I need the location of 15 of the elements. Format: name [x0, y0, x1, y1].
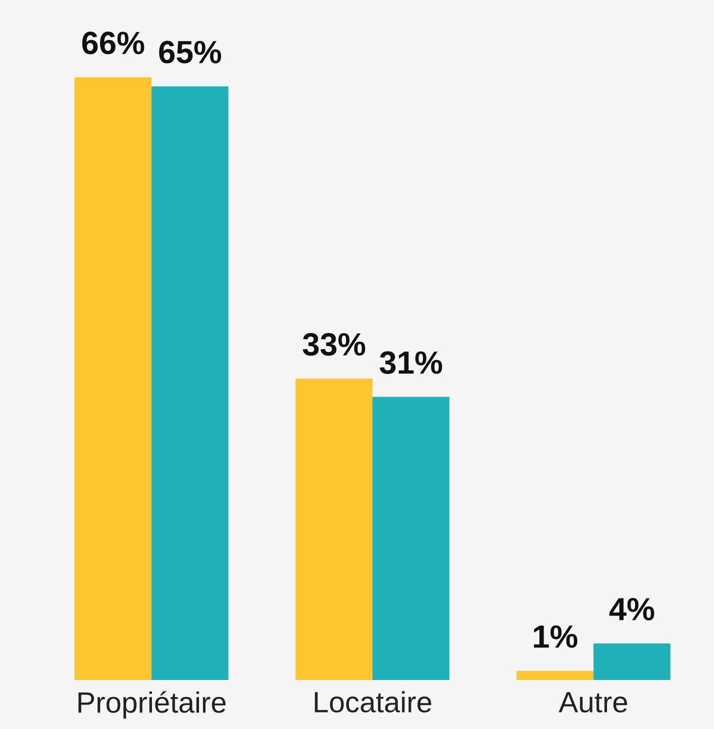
bar	[372, 396, 450, 680]
x-tick-label: Propriétaire	[78, 691, 226, 719]
data-label: 65%	[159, 40, 222, 64]
data-label: 66%	[82, 32, 144, 54]
bar	[516, 670, 594, 680]
data-label: 4%	[609, 598, 654, 620]
bar	[152, 86, 228, 680]
bar	[594, 643, 670, 680]
bar	[74, 77, 152, 680]
bar	[296, 378, 372, 680]
data-label: 31%	[380, 351, 442, 374]
data-label: 33%	[302, 333, 366, 356]
data-label: 1%	[534, 625, 578, 648]
x-tick-label: Autre	[558, 692, 628, 713]
x-tick-label: Locataire	[314, 691, 432, 713]
